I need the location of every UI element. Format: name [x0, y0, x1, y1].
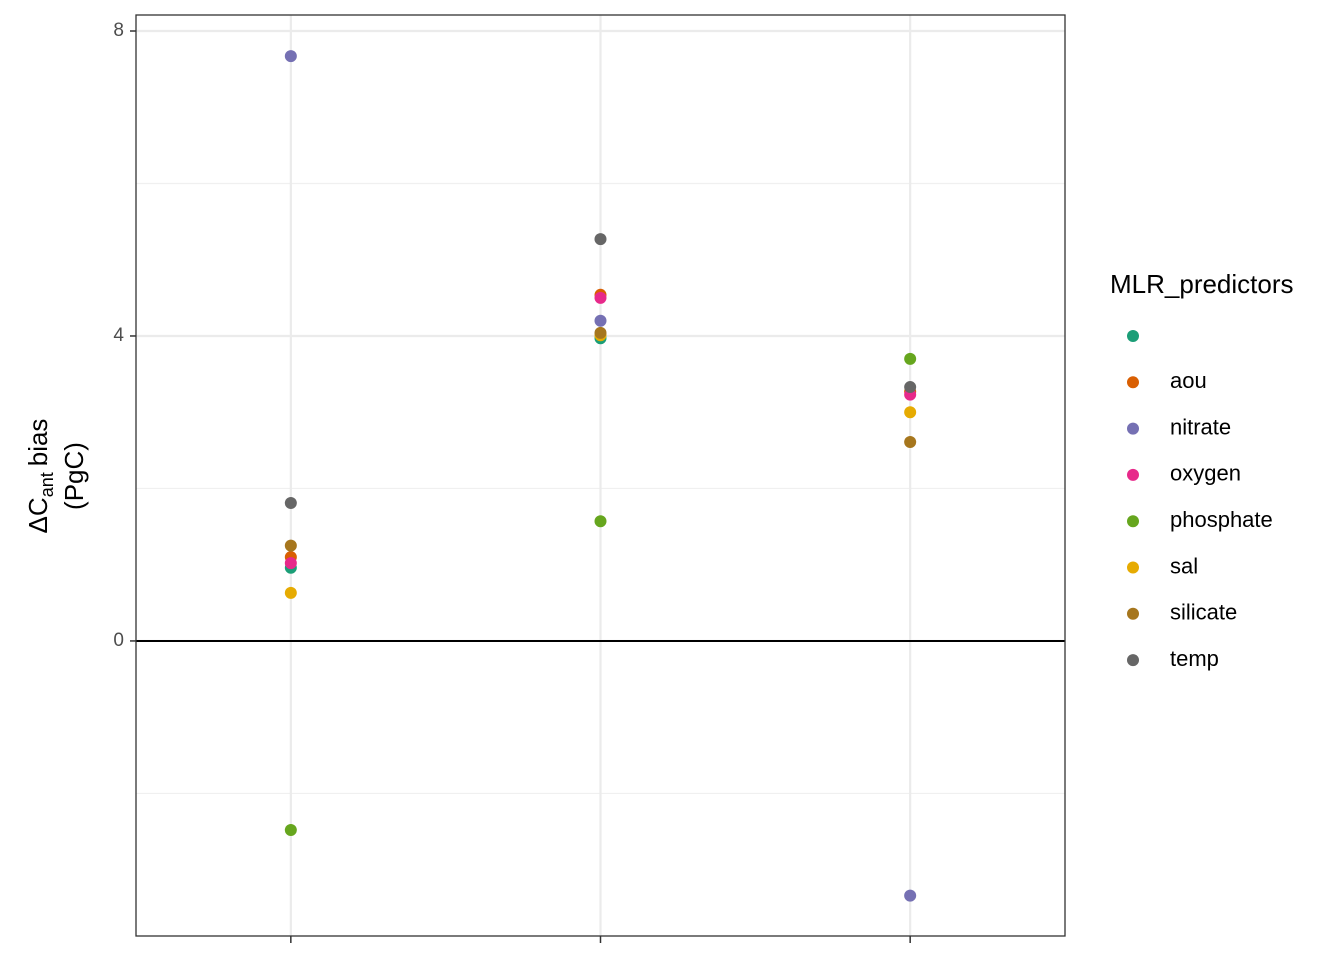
- point: [284, 496, 297, 509]
- legend-key: [1127, 561, 1139, 574]
- point: [594, 326, 607, 339]
- y-label-sub: ant: [37, 472, 57, 497]
- point: [594, 233, 607, 246]
- point: [904, 889, 917, 902]
- point: [904, 381, 917, 394]
- legend-key: [1127, 330, 1139, 342]
- legend-title: MLR_predictors: [1110, 269, 1294, 299]
- point: [904, 435, 917, 448]
- legend-label: nitrate: [1170, 414, 1231, 439]
- y-label-base: ΔC: [23, 497, 53, 533]
- legend-label: silicate: [1170, 600, 1237, 625]
- point: [594, 291, 607, 304]
- legend-key: [1127, 468, 1139, 481]
- point: [594, 314, 607, 327]
- point: [594, 515, 607, 528]
- legend-key: [1127, 515, 1139, 528]
- plot-border: [135, 14, 1066, 937]
- y-tick-label: 8: [113, 20, 124, 41]
- y-tick-label: 0: [113, 630, 124, 651]
- y-tick-label: 4: [113, 325, 124, 346]
- point: [284, 539, 297, 552]
- legend-label: sal: [1170, 553, 1198, 578]
- legend-key: [1127, 422, 1139, 435]
- point: [284, 50, 297, 63]
- legend-key: [1127, 654, 1139, 667]
- legend-key: [1127, 607, 1139, 620]
- y-axis-label-line2: (PgC): [59, 442, 89, 510]
- y-label-rest: bias: [23, 419, 53, 467]
- point: [284, 824, 297, 837]
- y-axis-label: ΔCant bias: [23, 419, 57, 534]
- point: [904, 352, 917, 365]
- legend-label: phosphate: [1170, 507, 1273, 532]
- point: [284, 586, 297, 599]
- legend-label: temp: [1170, 646, 1219, 671]
- point: [284, 557, 297, 570]
- legend-label: aou: [1170, 368, 1207, 393]
- legend-key: [1127, 376, 1139, 389]
- legend-label: oxygen: [1170, 461, 1241, 486]
- point: [904, 406, 917, 419]
